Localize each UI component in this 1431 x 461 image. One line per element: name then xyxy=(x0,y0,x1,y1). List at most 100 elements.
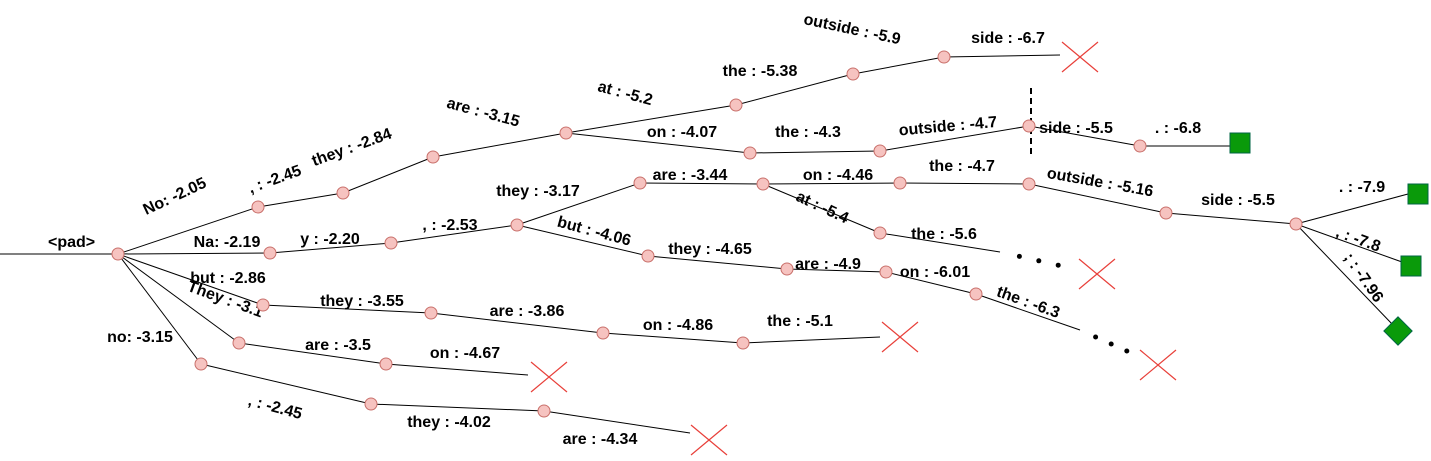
edge xyxy=(899,182,1030,185)
beam-node xyxy=(424,306,438,320)
edge xyxy=(430,312,604,334)
edge xyxy=(516,224,649,257)
edge xyxy=(390,224,518,244)
beam-node xyxy=(641,249,655,263)
edge xyxy=(885,271,977,295)
edge xyxy=(117,253,264,306)
beam-node xyxy=(1022,177,1036,191)
beam-node xyxy=(633,176,647,190)
token-score-label: they : -4.65 xyxy=(668,241,752,258)
edge xyxy=(117,253,202,365)
finished-marker xyxy=(1400,255,1422,277)
pruned-marker xyxy=(530,361,568,393)
edge xyxy=(762,182,901,185)
token-score-label: the : -4.3 xyxy=(775,124,841,141)
token-score-label: they : -4.02 xyxy=(407,414,491,431)
edge xyxy=(852,56,945,75)
finished-marker xyxy=(1229,132,1251,154)
token-score-label: are : -4.9 xyxy=(795,256,861,273)
token-score-label: on : -4.07 xyxy=(647,124,717,141)
edge xyxy=(432,132,567,158)
beam-node xyxy=(846,67,860,81)
beam-node xyxy=(426,150,440,164)
token-score-label: but : -2.86 xyxy=(190,270,266,287)
token-score-label: at : -5.4 xyxy=(793,188,851,227)
edge xyxy=(1295,193,1409,225)
ellipsis-dot xyxy=(1016,253,1022,259)
edge xyxy=(385,363,529,376)
edge xyxy=(742,336,881,344)
beam-node xyxy=(1159,206,1173,220)
beam-node xyxy=(111,247,125,261)
beam-node xyxy=(596,326,610,340)
token-score-label: outside : -4.7 xyxy=(898,114,998,140)
token-score-label: , : -2.45 xyxy=(246,392,304,423)
token-score-label: they : -3.55 xyxy=(320,293,404,310)
token-score-label: at : -5.2 xyxy=(596,78,655,109)
beam-node xyxy=(873,144,887,158)
edge xyxy=(565,132,751,154)
edge xyxy=(565,104,737,134)
token-score-label: No: -2.05 xyxy=(141,175,210,219)
edge xyxy=(257,192,344,208)
edge xyxy=(543,410,691,434)
token-score-label: outside : -5.16 xyxy=(1046,165,1155,200)
ellipsis-dot xyxy=(1108,341,1114,347)
token-score-label: Na: -2.19 xyxy=(194,234,261,251)
token-score-label: they : -3.17 xyxy=(496,183,580,200)
beam-node xyxy=(559,126,573,140)
pruned-marker xyxy=(881,321,919,353)
token-score-label: the : -4.7 xyxy=(929,158,995,175)
edge xyxy=(117,253,240,344)
pruned-marker xyxy=(1139,349,1177,381)
token-score-label: are : -3.44 xyxy=(653,167,728,184)
beam-node xyxy=(729,98,743,112)
edge xyxy=(975,293,1081,331)
edge xyxy=(879,232,1001,253)
edge xyxy=(342,156,434,194)
edge xyxy=(749,150,881,154)
beam-node xyxy=(893,176,907,190)
beam-node xyxy=(1289,217,1303,231)
edge xyxy=(735,73,854,106)
token-score-label: are : -4.34 xyxy=(563,431,638,448)
token-score-label: side : -5.5 xyxy=(1039,120,1113,137)
edge xyxy=(117,206,259,255)
token-score-label: are : -3.5 xyxy=(305,337,371,354)
edge xyxy=(943,54,1061,58)
beam-node xyxy=(336,186,350,200)
token-score-label: . : -7.9 xyxy=(1339,179,1385,196)
token-score-label: . : -6.8 xyxy=(1155,120,1201,137)
edge xyxy=(516,182,641,226)
edge xyxy=(639,182,764,185)
beam-node xyxy=(1022,119,1036,133)
beam-node xyxy=(537,404,551,418)
beam-node xyxy=(873,226,887,240)
beam-node xyxy=(194,357,208,371)
token-score-label: on : -6.01 xyxy=(900,264,970,281)
ellipsis-dot xyxy=(1036,258,1042,264)
ellipsis-dot xyxy=(1093,334,1099,340)
beam-node xyxy=(736,336,750,350)
edge xyxy=(786,268,887,273)
edge xyxy=(1165,212,1297,225)
root-label: <pad> xyxy=(48,234,95,251)
token-score-label: side : -5.5 xyxy=(1201,192,1275,209)
token-score-label: side : -6.7 xyxy=(971,30,1045,47)
token-score-label: , : -2.53 xyxy=(422,217,477,234)
token-score-label: on : -4.67 xyxy=(430,345,500,362)
beam-node xyxy=(232,336,246,350)
token-score-label: the : -5.38 xyxy=(723,63,798,80)
edge xyxy=(1295,223,1403,263)
token-score-label: y : -2.20 xyxy=(300,231,360,248)
edge xyxy=(262,304,432,314)
edge xyxy=(647,255,788,270)
token-score-label: , : -7.8 xyxy=(1333,224,1382,256)
beam-node xyxy=(937,50,951,64)
beam-node xyxy=(379,357,393,371)
pruned-marker xyxy=(1061,41,1099,73)
pruned-marker xyxy=(1078,258,1116,290)
pruned-marker xyxy=(690,424,728,456)
